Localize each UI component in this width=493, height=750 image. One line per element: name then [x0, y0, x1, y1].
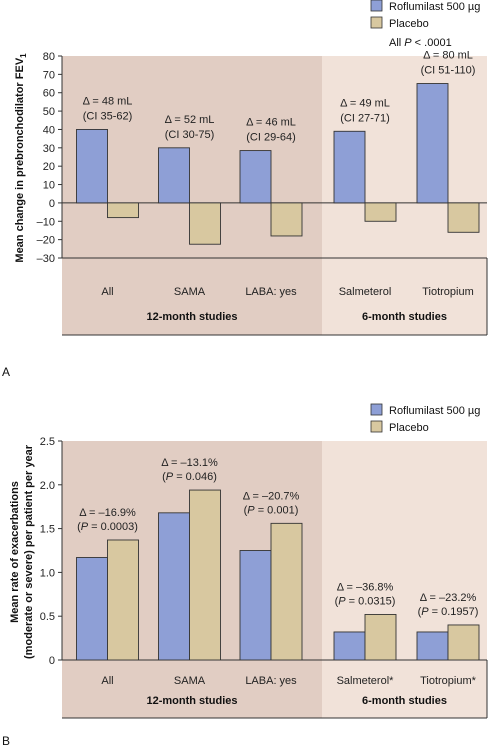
panel-label-b: B [2, 734, 10, 748]
x-category-label: LABA: yes [245, 675, 297, 687]
ci-annotation: (CI 51-110) [421, 65, 476, 77]
ci-annotation: (CI 27-71) [340, 112, 390, 124]
placebo-bar-a [447, 202, 480, 233]
delta-annotation: Δ = 49 mL [340, 97, 390, 109]
y-tick-label: 1.0 [40, 567, 55, 579]
legend-swatch-roflumilast [370, 0, 383, 12]
p-value-annotation: (P = 0.001) [244, 504, 299, 516]
roflumilast-bar-a [416, 83, 449, 204]
legend-note: All P < .0001 [389, 37, 452, 49]
legend-a: Roflumilast 500 µg Placebo All P < .0001 [370, 0, 480, 49]
y-axis-label: Mean change in prebronchodilator FEV1 [14, 53, 28, 263]
x-category-label: Tiotropium* [420, 675, 477, 687]
legend-label-placebo: Placebo [389, 18, 429, 30]
placebo-bar-b [447, 624, 480, 661]
group-bg-6-month [322, 441, 487, 718]
y-tick-label: 1.5 [40, 524, 55, 536]
y-tick-label: 70 [43, 69, 55, 81]
placebo-bar-b [270, 522, 303, 661]
roflumilast-bar-b [76, 557, 108, 661]
legend-label-placebo: Placebo [389, 422, 429, 434]
group-label-12-month: 12-month studies [146, 695, 237, 707]
legend-label-roflumilast: Roflumilast 500 µg [389, 1, 480, 13]
placebo-bar-b [107, 539, 139, 661]
y-tick-label: 2.5 [40, 436, 55, 448]
y-axis-label-line2: (moderate or severe) per patient per yea… [23, 444, 35, 659]
p-value-annotation: (P = 0.1957) [418, 606, 479, 618]
legend-swatch-roflumilast [370, 403, 383, 416]
x-category-label: Tiotropium [422, 286, 474, 298]
p-value-annotation: (P = 0.046) [162, 471, 217, 483]
y-tick-label: –10 [37, 216, 55, 228]
panel-label-a: A [2, 365, 10, 379]
delta-annotation: Δ = 80 mL [423, 50, 473, 62]
x-category-label: All [101, 286, 113, 298]
p-value-annotation: (P = 0.0003) [77, 521, 138, 533]
y-tick-label: 0 [49, 655, 55, 667]
x-category-label: LABA: yes [245, 286, 297, 298]
x-category-label: SAMA [174, 675, 206, 687]
legend-swatch-placebo [370, 16, 383, 29]
y-tick-label: 0 [49, 198, 55, 210]
ci-annotation: (CI 29-64) [246, 132, 296, 144]
placebo-bar-b [189, 489, 221, 661]
x-category-label: Salmeterol* [337, 675, 395, 687]
roflumilast-bar-b [333, 631, 366, 661]
group-label-6-month: 6-month studies [362, 311, 447, 323]
legend-b: Roflumilast 500 µg Placebo [370, 403, 480, 434]
x-category-label: SAMA [174, 286, 206, 298]
y-tick-label: 2.0 [40, 480, 55, 492]
roflumilast-bar-b [158, 512, 190, 661]
roflumilast-bar-a [158, 147, 190, 204]
placebo-bar-a [364, 202, 397, 222]
placebo-bar-a [189, 202, 221, 245]
legend-swatch-placebo [370, 420, 383, 433]
roflumilast-bar-a [333, 130, 366, 204]
y-tick-label: 20 [43, 161, 55, 173]
y-tick-label: 60 [43, 88, 55, 100]
delta-annotation: Δ = –23.2% [420, 592, 477, 604]
y-tick-label: 10 [43, 180, 55, 192]
p-value-annotation: (P = 0.0315) [335, 595, 396, 607]
roflumilast-bar-b [239, 550, 272, 661]
roflumilast-bar-b [416, 631, 449, 661]
y-tick-label: 40 [43, 124, 55, 136]
placebo-bar-a [270, 202, 303, 237]
delta-annotation: Δ = –36.8% [337, 581, 394, 593]
y-tick-label: 30 [43, 143, 55, 155]
y-axis-label-line1: Mean rate of exacerbations [9, 481, 21, 623]
x-category-label: All [101, 675, 113, 687]
delta-annotation: Δ = 46 mL [246, 117, 296, 129]
y-tick-label: 50 [43, 106, 55, 118]
y-tick-label: 80 [43, 51, 55, 63]
x-category-label: Salmeterol [339, 286, 392, 298]
group-label-6-month: 6-month studies [362, 695, 447, 707]
y-tick-label: –20 [37, 235, 55, 247]
roflumilast-bar-a [76, 129, 108, 204]
ci-annotation: (CI 35-62) [83, 110, 133, 122]
delta-annotation: Δ = –13.1% [161, 457, 218, 469]
y-tick-label: –30 [37, 253, 55, 265]
placebo-bar-b [364, 613, 397, 661]
ci-annotation: (CI 30-75) [165, 129, 215, 141]
y-tick-label: 0.5 [40, 611, 55, 623]
group-label-12-month: 12-month studies [146, 311, 237, 323]
legend-label-roflumilast: Roflumilast 500 µg [389, 405, 480, 417]
delta-annotation: Δ = –16.9% [79, 507, 136, 519]
delta-annotation: Δ = –20.7% [243, 490, 300, 502]
panel-b: 0 0.5 1.0 1.5 2.0 2.5 All Δ = –16.9% (P = 0.0003… [2, 403, 488, 748]
delta-annotation: Δ = 52 mL [165, 114, 215, 126]
roflumilast-bar-a [239, 150, 272, 204]
placebo-bar-a [107, 202, 139, 219]
delta-annotation: Δ = 48 mL [83, 95, 133, 107]
panel-a: –30 –20 –10 0 10 20 30 40 50 60 70 80 All Δ = 48 mL (C… [2, 0, 488, 379]
